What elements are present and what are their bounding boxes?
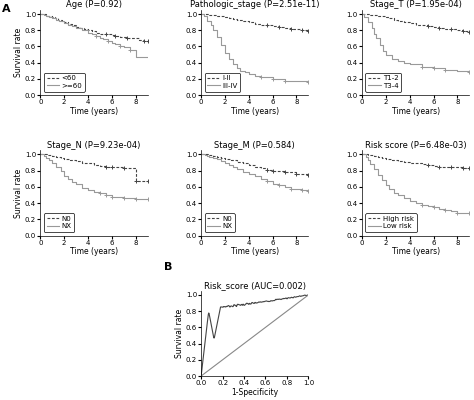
Legend: I-II, III-IV: I-II, III-IV	[205, 73, 240, 92]
X-axis label: 1-Specificity: 1-Specificity	[231, 388, 278, 396]
Text: B: B	[164, 262, 172, 272]
X-axis label: Time (years): Time (years)	[231, 247, 279, 256]
Legend: T1-2, T3-4: T1-2, T3-4	[365, 73, 401, 92]
Legend: N0, NX: N0, NX	[44, 213, 74, 232]
Y-axis label: Survival rate: Survival rate	[15, 28, 24, 77]
Text: A: A	[2, 4, 11, 14]
X-axis label: Time (years): Time (years)	[231, 107, 279, 116]
Title: Risk_score (AUC=0.002): Risk_score (AUC=0.002)	[204, 281, 306, 290]
Y-axis label: Survival rate: Survival rate	[15, 168, 24, 218]
Title: Stage_N (P=9.23e-04): Stage_N (P=9.23e-04)	[47, 141, 141, 150]
X-axis label: Time (years): Time (years)	[392, 247, 440, 256]
X-axis label: Time (years): Time (years)	[70, 247, 118, 256]
Title: Stage_T (P=1.95e-04): Stage_T (P=1.95e-04)	[370, 0, 462, 9]
Title: Age (P=0.92): Age (P=0.92)	[66, 0, 122, 9]
Title: Stage_M (P=0.584): Stage_M (P=0.584)	[214, 141, 295, 150]
Title: Risk score (P=6.48e-03): Risk score (P=6.48e-03)	[365, 141, 466, 150]
X-axis label: Time (years): Time (years)	[392, 107, 440, 116]
Legend: <60, >=60: <60, >=60	[44, 73, 85, 92]
Legend: High risk, Low risk: High risk, Low risk	[365, 213, 417, 232]
Title: Pathologic_stage (P=2.51e-11): Pathologic_stage (P=2.51e-11)	[190, 0, 319, 9]
X-axis label: Time (years): Time (years)	[70, 107, 118, 116]
Legend: N0, NX: N0, NX	[205, 213, 235, 232]
Y-axis label: Survival rate: Survival rate	[175, 309, 184, 358]
